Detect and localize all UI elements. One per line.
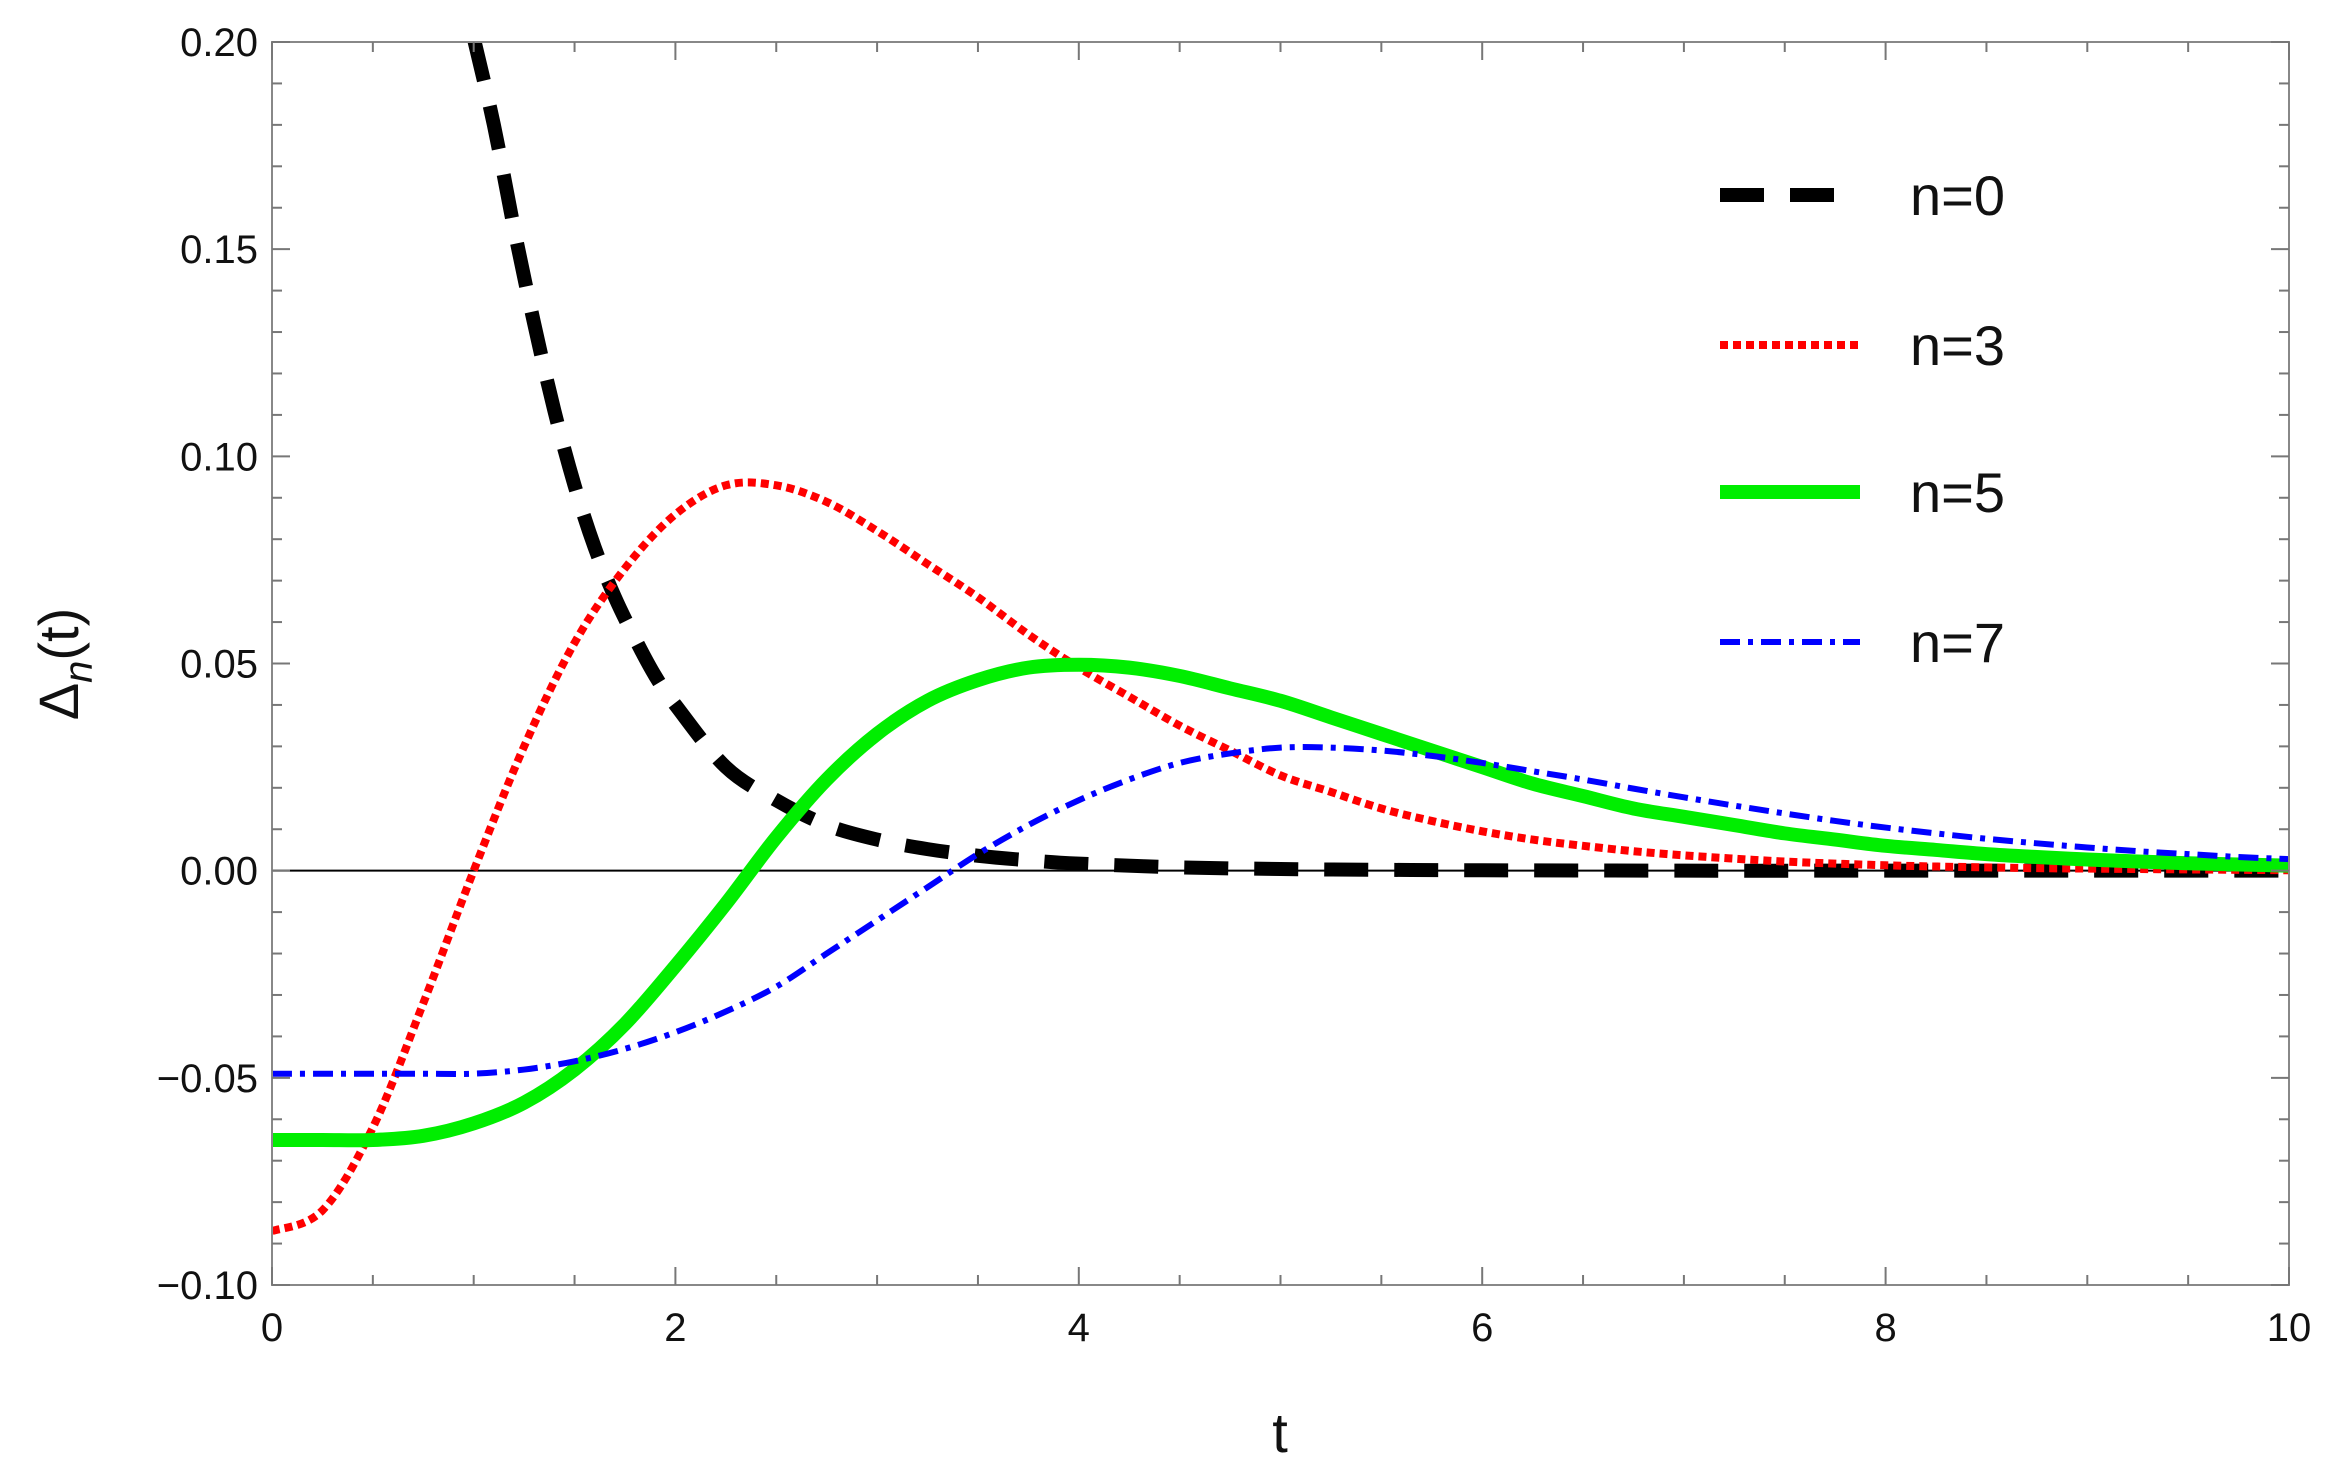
legend: n=0 n=3 n=5 n=7 bbox=[1720, 164, 2005, 674]
x-tick-label: 6 bbox=[1471, 1306, 1493, 1350]
x-tick-label: 0 bbox=[261, 1306, 283, 1350]
x-axis-title: t bbox=[1272, 1401, 1288, 1464]
y-axis-title-main: Δ bbox=[27, 683, 90, 720]
legend-label-n-0: n=0 bbox=[1910, 164, 2005, 227]
y-axis-ticks: −0.10 −0.05 0.00 0.05 0.10 0.15 0.20 bbox=[157, 21, 2289, 1308]
y-tick-label: −0.10 bbox=[157, 1264, 258, 1308]
y-tick-label: 0.05 bbox=[180, 643, 258, 687]
legend-label-n-5: n=5 bbox=[1910, 461, 2005, 524]
y-tick-label: −0.05 bbox=[157, 1057, 258, 1101]
series-line-n-3 bbox=[272, 478, 2289, 1235]
series-line-n-5 bbox=[272, 657, 2289, 1148]
series-line-n-0 bbox=[467, 42, 2289, 878]
series-layer bbox=[272, 42, 2289, 1235]
y-axis-title-subscript: n bbox=[57, 661, 101, 683]
y-axis-title-tail: (t) bbox=[27, 608, 90, 661]
y-tick-label: 0.20 bbox=[180, 21, 258, 65]
x-tick-label: 4 bbox=[1068, 1306, 1090, 1350]
x-axis-ticks: 0 2 4 6 8 10 bbox=[261, 42, 2311, 1350]
y-axis-title: Δn(t) bbox=[27, 608, 101, 721]
legend-label-n-7: n=7 bbox=[1910, 611, 2005, 674]
y-tick-label: 0.15 bbox=[180, 228, 258, 272]
y-tick-label: 0.10 bbox=[180, 435, 258, 479]
series-line-n-7 bbox=[272, 744, 2289, 1077]
x-tick-label: 8 bbox=[1874, 1306, 1896, 1350]
x-tick-label: 10 bbox=[2267, 1306, 2312, 1350]
x-tick-label: 2 bbox=[664, 1306, 686, 1350]
y-tick-label: 0.00 bbox=[180, 850, 258, 894]
legend-label-n-3: n=3 bbox=[1910, 314, 2005, 377]
